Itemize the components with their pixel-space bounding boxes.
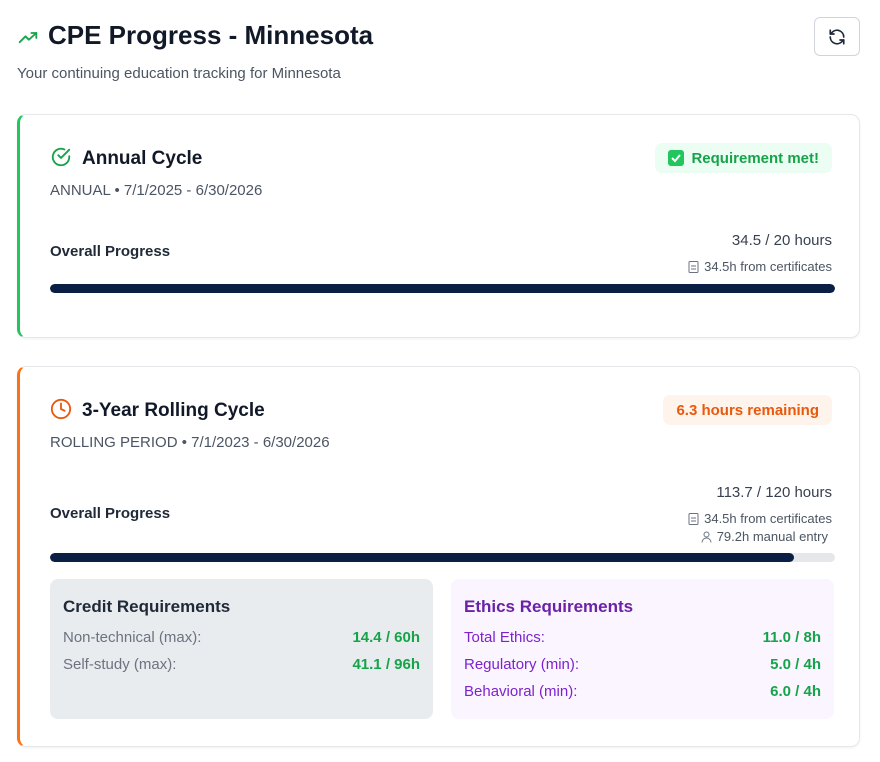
cycle-period: ANNUAL • 7/1/2025 - 6/30/2026	[50, 182, 263, 199]
check-icon	[51, 147, 71, 167]
status-badge: Requirement met!	[655, 143, 832, 173]
rolling-card: 3-Year Rolling Cycle ROLLING PERIOD • 7/…	[17, 366, 860, 747]
status-text: Requirement met!	[691, 149, 819, 167]
progress-track	[50, 553, 835, 562]
req-value: 11.0 / 8h	[762, 629, 821, 646]
credit-box: Credit Requirements Non-technical (max):…	[50, 579, 433, 719]
source: 34.5h from certificates	[688, 511, 832, 526]
req-row: Total Ethics: 11.0 / 8h	[464, 629, 821, 656]
progress-fill	[50, 553, 795, 562]
req-row: Behavioral (min): 6.0 / 4h	[464, 683, 821, 710]
source-text: 34.5h from certificates	[704, 259, 832, 274]
status-text: 6.3 hours remaining	[676, 401, 819, 419]
page-subtitle: Your continuing education tracking for M…	[17, 65, 341, 82]
ethics-box: Ethics Requirements Total Ethics: 11.0 / …	[451, 579, 834, 719]
progress-track	[50, 284, 835, 293]
req-value: 14.4 / 60h	[352, 629, 420, 646]
source-text: 34.5h from certificates	[704, 511, 832, 526]
annual-card: Annual Cycle ANNUAL • 7/1/2025 - 6/30/20…	[17, 114, 860, 338]
refresh-button[interactable]	[814, 17, 860, 56]
req-label: Non-technical (max):	[63, 629, 202, 646]
clock-icon	[50, 398, 72, 420]
req-value: 41.1 / 96h	[352, 656, 420, 673]
page-title: CPE Progress - Minnesota	[48, 20, 374, 50]
box-title: Credit Requirements	[63, 597, 231, 616]
cycle-title: Annual Cycle	[82, 148, 203, 169]
status-badge: 6.3 hours remaining	[663, 395, 832, 425]
req-label: Total Ethics:	[464, 629, 545, 646]
req-label: Self-study (max):	[63, 656, 177, 673]
req-row: Non-technical (max): 14.4 / 60h	[63, 629, 420, 656]
req-label: Regulatory (min):	[464, 656, 580, 673]
source: 79.2h manual entry	[701, 529, 828, 544]
source: 34.5h from certificates	[688, 259, 832, 274]
req-label: Behavioral (min):	[464, 683, 578, 700]
req-row: Regulatory (min): 5.0 / 4h	[464, 656, 821, 683]
progress-label: Overall Progress	[50, 505, 171, 522]
trend-icon	[18, 32, 38, 44]
req-row: Self-study (max): 41.1 / 96h	[63, 656, 420, 683]
progress-fill	[50, 284, 835, 293]
source-text: 79.2h manual entry	[716, 529, 828, 544]
progress-label: Overall Progress	[50, 243, 171, 260]
box-title: Ethics Requirements	[464, 597, 634, 616]
progress-text: 113.7 / 120 hours	[716, 484, 832, 501]
req-value: 6.0 / 4h	[770, 683, 821, 700]
cycle-title: 3-Year Rolling Cycle	[82, 400, 265, 421]
cycle-period: ROLLING PERIOD • 7/1/2023 - 6/30/2026	[50, 434, 330, 451]
progress-text: 34.5 / 20 hours	[731, 232, 832, 249]
req-value: 5.0 / 4h	[770, 656, 821, 673]
